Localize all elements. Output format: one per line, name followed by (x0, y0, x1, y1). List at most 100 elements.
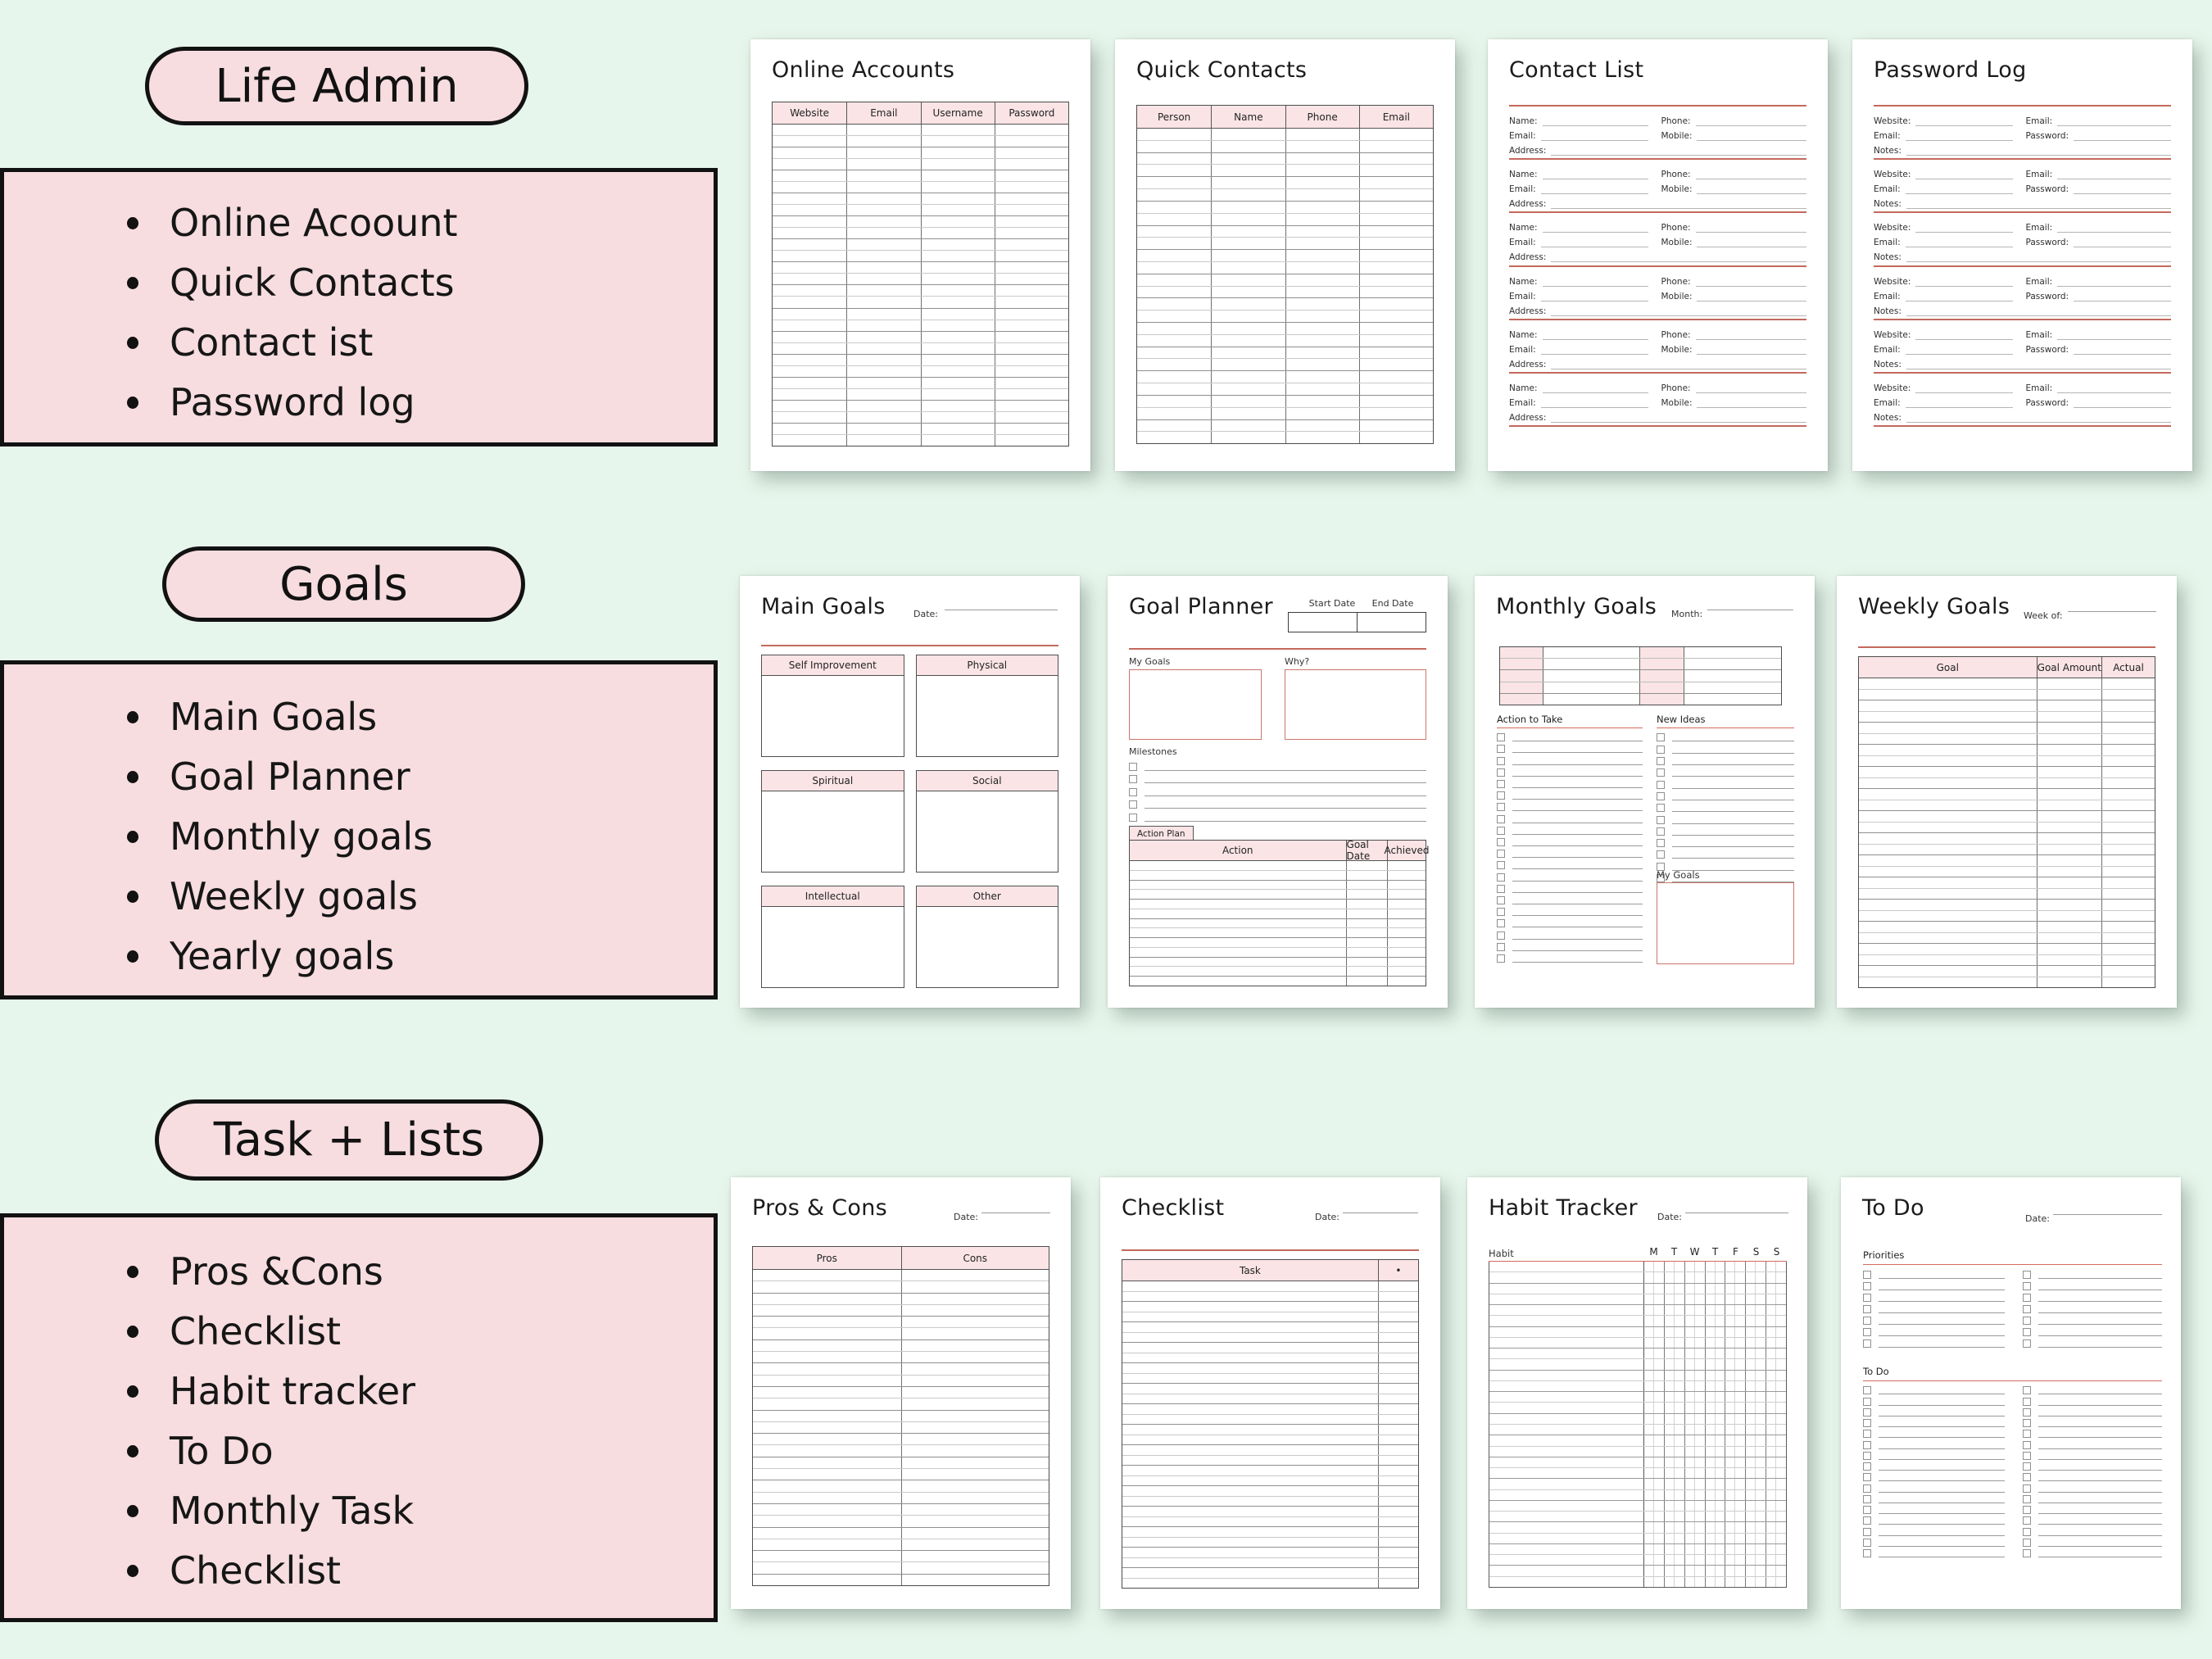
habit-cell (1489, 1359, 1644, 1370)
checkbox-icon (1657, 874, 1665, 883)
day-cell (1725, 1392, 1747, 1403)
habit-row (1489, 1457, 1786, 1469)
habit-row (1489, 1370, 1786, 1381)
habit-row (1489, 1305, 1786, 1317)
action-plan-table: Action Goal Date Achieved (1129, 839, 1430, 986)
quick-contacts-table: Person Name Phone Email (1136, 105, 1434, 444)
table-row (773, 411, 1068, 424)
table-row (1859, 800, 2155, 811)
day-cell (1644, 1576, 1665, 1587)
write-line (1879, 1545, 2005, 1547)
planner-page-checklist: Checklist Date: Task • (1100, 1177, 1440, 1609)
planner-page-weekly-goals: Weekly Goals Week of: Goal Goal Amount A… (1837, 576, 2177, 1008)
write-line (1512, 891, 1643, 893)
write-line (1695, 232, 1806, 233)
column-header: Goal (1936, 661, 1959, 673)
checkbox-icon (1497, 745, 1505, 754)
checkbox-icon (2023, 1317, 2031, 1325)
bullet-icon (127, 1565, 138, 1577)
table-row (1137, 261, 1433, 274)
write-line (1906, 315, 2171, 316)
write-line (1672, 858, 1794, 859)
checkbox-row (1863, 1451, 2005, 1462)
page-title: Quick Contacts (1136, 57, 1308, 83)
checkbox-row (1863, 1418, 2005, 1429)
day-cell (1706, 1468, 1726, 1479)
day-cell (1644, 1468, 1665, 1479)
day-cell (1706, 1380, 1726, 1392)
checkbox-row (1497, 743, 1643, 755)
day-cell (1685, 1272, 1706, 1283)
day-cell (1746, 1446, 1767, 1457)
habit-cell (1489, 1500, 1644, 1512)
day-cell (1706, 1272, 1726, 1283)
checkbox-row (1497, 778, 1643, 790)
table-row (773, 331, 1068, 343)
day-cell (1685, 1403, 1706, 1413)
write-line (1905, 193, 2013, 195)
checkbox-row (1657, 802, 1794, 814)
checkbox-icon (1657, 827, 1665, 836)
section-list-task-lists: Pros &Cons Checklist Habit tracker To Do… (0, 1213, 718, 1622)
day-cell (1685, 1566, 1706, 1576)
table-row (753, 1281, 1049, 1294)
checkbox-row (1863, 1494, 2005, 1505)
field-label: Mobile: (1661, 344, 1693, 355)
day-cell (1706, 1489, 1726, 1500)
day-cell (1725, 1326, 1747, 1337)
field-label: Notes: (1874, 252, 1902, 263)
habit-cell (1489, 1468, 1644, 1479)
write-line (1512, 868, 1643, 870)
day-cell (1766, 1468, 1786, 1479)
todo-label: To Do (1863, 1366, 1889, 1377)
table-row (1859, 777, 2155, 789)
planner-page-monthly-goals: Monthly Goals Month: Action to Take New … (1475, 576, 1815, 1008)
table-row (1137, 177, 1433, 190)
day-cell (1706, 1479, 1726, 1489)
checkbox-row (1497, 895, 1643, 906)
table-row (1122, 1516, 1418, 1527)
checkbox-icon (2023, 1538, 2031, 1547)
checkbox-row (1657, 860, 1794, 872)
table-row (1122, 1527, 1418, 1538)
page-title: Monthly Goals (1496, 594, 1657, 619)
day-cell (1665, 1305, 1685, 1316)
table-row (1137, 407, 1433, 420)
day-cell (1644, 1294, 1665, 1305)
field-label: Email: (2025, 329, 2053, 340)
date-label: Date: (913, 609, 938, 619)
divider-rule (1129, 648, 1426, 650)
habit-cell (1489, 1283, 1644, 1294)
table-row (1137, 347, 1433, 360)
table-row (773, 147, 1068, 160)
checkbox-icon (1863, 1516, 1871, 1525)
day-cell (1665, 1272, 1685, 1283)
list-item-label: Checklist (170, 1548, 342, 1593)
habit-cell (1489, 1489, 1644, 1500)
day-cell (1665, 1380, 1685, 1392)
day-cell (1685, 1305, 1706, 1316)
table-row (1122, 1281, 1418, 1292)
table-row (773, 342, 1068, 355)
write-line (1915, 232, 2013, 233)
checkbox-icon (1657, 791, 1665, 800)
field-label: Phone: (1661, 383, 1691, 393)
table-row (753, 1398, 1049, 1411)
checkbox-icon (1129, 775, 1137, 784)
write-line (1879, 1448, 2005, 1449)
write-line (2057, 285, 2171, 287)
day-cell (1746, 1272, 1767, 1283)
table-row (1130, 900, 1426, 909)
write-line (1672, 752, 1794, 754)
write-line (2074, 353, 2171, 355)
planner-page-contact-list: Contact List Name: Phone: Email: Mobile:… (1488, 39, 1828, 471)
day-cell (1706, 1316, 1726, 1326)
planner-page-goal-planner: Goal Planner Start Date End Date My Goal… (1108, 576, 1448, 1008)
checkbox-row (2023, 1429, 2162, 1439)
table-row (1137, 213, 1433, 226)
day-cell (1644, 1262, 1665, 1272)
day-cell (1644, 1566, 1665, 1576)
table-row (773, 239, 1068, 252)
table-row (773, 400, 1068, 412)
day-cell (1685, 1543, 1706, 1555)
